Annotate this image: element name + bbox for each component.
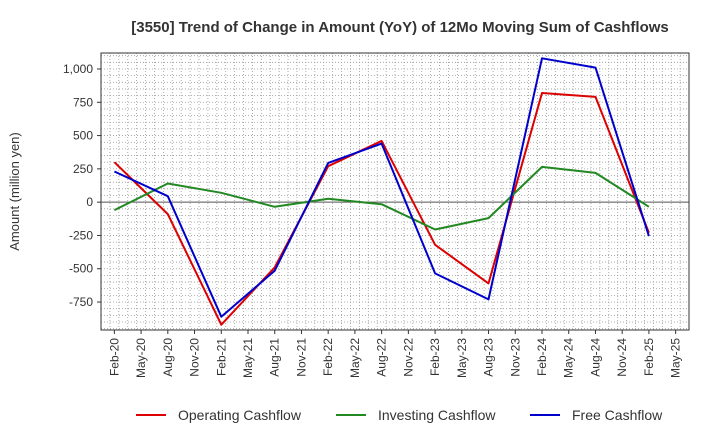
x-tick-label: May-20 <box>134 338 148 378</box>
y-tick-label: 250 <box>73 162 93 176</box>
x-tick-label: May-21 <box>241 338 255 378</box>
y-tick-label: 750 <box>73 95 93 109</box>
y-tick-label: 1,000 <box>63 62 93 76</box>
grid <box>101 53 689 330</box>
series-line-investing-cashflow <box>113 165 650 231</box>
x-tick-label: Nov-24 <box>615 338 629 377</box>
x-tick-label: Aug-20 <box>161 338 175 377</box>
y-tick-label: 500 <box>73 129 93 143</box>
x-tick-label: Feb-22 <box>321 338 335 376</box>
y-tick-label: -250 <box>69 228 93 242</box>
x-tick-label: Aug-21 <box>268 338 282 377</box>
x-tick-label: Aug-23 <box>482 338 496 377</box>
legend-label: Operating Cashflow <box>178 407 302 423</box>
x-axis-ticks: Feb-20 May-20 Aug-20 Nov-20 Feb-21 May-21 Aug-… <box>107 330 683 378</box>
x-tick-label: Aug-24 <box>588 338 602 377</box>
y-axis-label: Amount (million yen) <box>7 132 22 251</box>
x-tick-label: Nov-21 <box>294 338 308 377</box>
x-tick-label: Feb-24 <box>535 338 549 376</box>
x-tick-label: Feb-25 <box>642 338 656 376</box>
y-tick-label: 0 <box>86 195 93 209</box>
legend-label: Investing Cashflow <box>378 407 496 423</box>
series-lines <box>113 57 650 326</box>
x-tick-label: May-25 <box>669 338 683 378</box>
y-tick-label: -750 <box>69 295 93 309</box>
x-tick-label: Nov-23 <box>508 338 522 377</box>
chart-title: [3550] Trend of Change in Amount (YoY) o… <box>131 19 669 36</box>
legend-item[interactable]: Operating Cashflow <box>136 407 302 423</box>
x-tick-label: Feb-23 <box>428 338 442 376</box>
legend-item[interactable]: Free Cashflow <box>530 407 663 423</box>
x-tick-label: Nov-20 <box>188 338 202 377</box>
legend-item[interactable]: Investing Cashflow <box>336 407 496 423</box>
x-tick-label: Nov-22 <box>401 338 415 377</box>
plot-frame <box>100 52 690 331</box>
series-line-operating-cashflow <box>113 92 650 326</box>
y-tick-label: -500 <box>69 262 93 276</box>
x-tick-label: May-23 <box>455 338 469 378</box>
legend-label: Free Cashflow <box>572 407 663 423</box>
x-tick-label: Feb-21 <box>214 338 228 376</box>
x-tick-label: Feb-20 <box>107 338 121 376</box>
x-tick-label: May-22 <box>348 338 362 378</box>
x-tick-label: Aug-22 <box>375 338 389 377</box>
x-tick-label: May-24 <box>562 338 576 378</box>
y-axis-ticks: -750 -500 -250 0 250 500 750 1,000 <box>63 62 101 309</box>
series-line-free-cashflow <box>113 57 650 318</box>
legend[interactable]: Operating Cashflow Investing Cashflow Free… <box>136 407 663 423</box>
